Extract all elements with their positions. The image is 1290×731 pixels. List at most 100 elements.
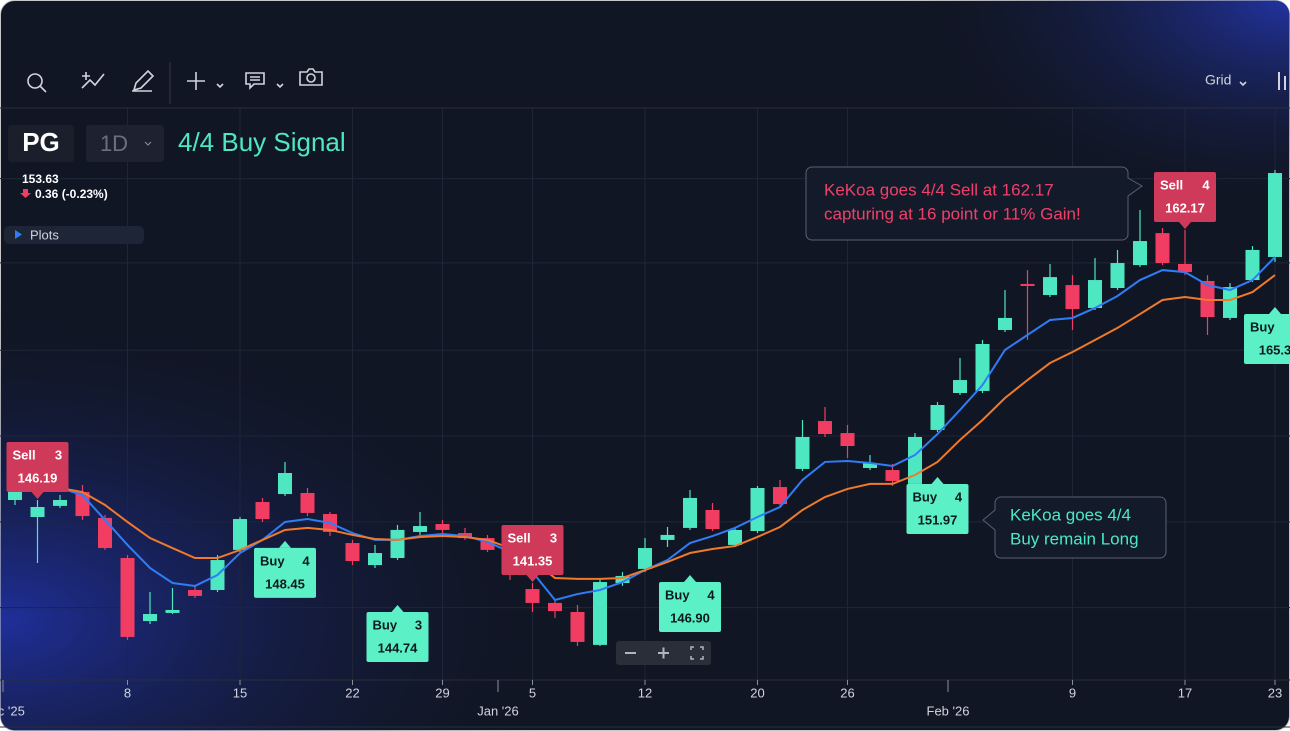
draw-icon[interactable] xyxy=(132,69,155,92)
candle-body xyxy=(1133,241,1147,266)
crosshair-icon[interactable] xyxy=(187,72,224,90)
callout-text: Buy remain Long xyxy=(1010,529,1139,548)
signal-box xyxy=(1244,313,1290,364)
fullscreen[interactable] xyxy=(690,646,704,660)
candle-body xyxy=(1065,285,1080,310)
title: 4/4 Buy Signal xyxy=(178,127,346,157)
signal-box xyxy=(254,547,316,598)
candle-body xyxy=(345,543,360,561)
candle-body xyxy=(1223,287,1237,318)
candle-icon[interactable] xyxy=(1278,72,1286,90)
candle-body xyxy=(705,509,720,530)
callout-text: KeKoa goes 4/4 Sell at 162.17 xyxy=(824,180,1054,199)
comment-icon[interactable] xyxy=(245,72,284,90)
signal-pointer xyxy=(391,605,404,613)
sell-callout xyxy=(805,166,1143,241)
candle-body xyxy=(930,404,945,430)
callout-text: KeKoa goes 4/4 xyxy=(1010,505,1131,524)
candle-body xyxy=(750,487,765,532)
candle-body xyxy=(570,611,585,642)
symbol-box[interactable] xyxy=(8,125,74,162)
candle-body xyxy=(1043,277,1057,296)
signal-pointer xyxy=(526,574,539,582)
signal-type: Buy xyxy=(260,553,285,568)
candle-body xyxy=(615,575,630,583)
candle-body xyxy=(53,499,67,506)
interval-box[interactable] xyxy=(86,125,164,162)
signal-pointer xyxy=(31,491,44,499)
camera-icon[interactable] xyxy=(299,68,323,86)
signal-label: Sell 3 146.19 xyxy=(6,441,69,499)
symbol: PG xyxy=(22,127,60,157)
signal-price: 151.97 xyxy=(918,512,958,527)
signal-pointer xyxy=(1269,306,1281,314)
candle-body xyxy=(255,502,270,520)
signal-count: 4 xyxy=(707,587,715,602)
signal-count: 3 xyxy=(415,617,422,632)
zoom-in[interactable] xyxy=(658,647,669,659)
candle-body xyxy=(188,589,202,596)
signal-type: Sell xyxy=(1160,177,1183,192)
chevron xyxy=(144,141,152,146)
candle-body xyxy=(638,548,652,569)
candle-body xyxy=(998,317,1012,330)
callout-text: capturing at 16 point or 11% Gain! xyxy=(824,204,1081,223)
price-change: 0.36 (-0.23%) xyxy=(35,187,108,201)
signal-label: Sell 4 162.17 xyxy=(1154,171,1216,229)
candle-body xyxy=(863,463,877,469)
candle-body xyxy=(953,380,967,393)
signal-count: 3 xyxy=(550,530,557,545)
candle-body xyxy=(435,524,450,530)
signal-box xyxy=(906,483,969,534)
signal-label: Buy 4 151.97 xyxy=(906,476,969,534)
buy-callout xyxy=(982,496,1167,559)
candle-body xyxy=(818,421,832,435)
signal-type: Buy xyxy=(665,587,690,602)
signal-count: 3 xyxy=(55,447,62,462)
interval: 1D xyxy=(100,131,128,156)
moving-average xyxy=(14,274,1276,580)
signal-label: Buy 4 148.45 xyxy=(254,540,316,598)
candle-body xyxy=(98,517,112,549)
candle-body xyxy=(683,497,697,528)
grid-menu[interactable]: Grid xyxy=(1205,72,1231,88)
signal-label: Buy 4 146.90 xyxy=(659,574,721,632)
candle-body xyxy=(1178,263,1192,273)
signal-label: Sell 3 141.35 xyxy=(501,524,564,582)
candle-body xyxy=(1268,173,1282,257)
signal-label: Buy 165.3 xyxy=(1244,306,1290,364)
candle-body xyxy=(143,614,157,622)
x-tick-label: 9 xyxy=(1069,685,1076,700)
indicator-icon[interactable] xyxy=(81,72,105,89)
candle-body xyxy=(773,487,787,505)
signal-box xyxy=(366,612,429,663)
signal-price: 146.19 xyxy=(18,470,58,485)
candle-body xyxy=(368,553,382,566)
signal-type: Sell xyxy=(13,447,36,462)
signal-price: 148.45 xyxy=(265,576,305,591)
candle-body xyxy=(30,507,45,517)
candle-body xyxy=(795,436,810,469)
candle-body xyxy=(390,529,405,559)
search-icon[interactable] xyxy=(27,73,43,89)
signal-pointer xyxy=(931,476,944,484)
candle-body xyxy=(1200,280,1215,318)
signal-box xyxy=(501,524,564,575)
candle-body xyxy=(840,433,855,447)
x-tick-label: 17 xyxy=(1178,685,1192,700)
signal-type: Buy xyxy=(1250,319,1275,334)
candle-body xyxy=(278,473,292,495)
signal-type: Buy xyxy=(373,617,398,632)
signal-count: 4 xyxy=(955,489,963,504)
candle-body xyxy=(413,526,427,532)
signal-box xyxy=(1154,171,1216,222)
month-label: Dec '25 xyxy=(0,703,25,718)
x-tick-label: 22 xyxy=(345,685,359,700)
grid-chevron[interactable] xyxy=(1239,81,1247,87)
last-price: 153.63 xyxy=(22,172,59,186)
plots-row[interactable] xyxy=(4,226,144,244)
signal-price: 162.17 xyxy=(1165,200,1205,215)
signal-price: 144.74 xyxy=(378,640,419,655)
candle-body xyxy=(728,529,742,545)
